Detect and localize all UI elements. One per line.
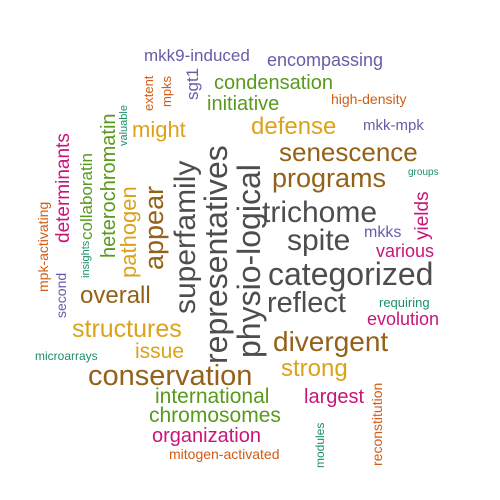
word-high-density: high-density [331,91,407,107]
word-encompassing: encompassing [267,50,384,70]
word-defense: defense [251,113,337,140]
word-largest: largest [304,386,365,408]
word-modules: modules [313,422,327,468]
word-strong: strong [281,355,348,382]
word-valuable: valuable [118,105,130,146]
word-appear: appear [139,185,169,270]
word-evolution: evolution [367,309,440,329]
word-divergent: divergent [273,326,389,357]
word-conservation: conservation [88,360,253,392]
word-spite: spite [287,224,351,257]
word-senescence: senescence [279,137,418,167]
word-yields: yields [412,191,433,240]
word-mkks: mkks [364,224,402,241]
word-second: second [53,272,69,318]
word-programs: programs [272,163,387,193]
word-superfamily: superfamily [169,160,202,314]
word-mkk9-induced: mkk9-induced [144,46,250,65]
word-mpk-activating: mpk-activating [35,201,51,292]
word-mpks: mpks [159,75,174,107]
word-condensation: condensation [214,72,333,94]
word-pathogen: pathogen [116,186,141,278]
word-reconstitution: reconstitution [369,382,385,466]
word-categorized: categorized [268,256,434,292]
word-representatives: representatives [198,145,234,364]
word-determinants: determinants [53,133,74,243]
word-initiative: initiative [207,93,280,115]
word-structures: structures [72,315,182,343]
word-mitogen-activated: mitogen-activated [169,446,280,462]
word-collaboratin: collaboratin [77,153,96,240]
word-trichome: trichome [262,196,378,229]
word-international: international [155,385,270,408]
word-organization: organization [152,425,261,447]
word-extent: extent [141,75,156,111]
word-microarrays: microarrays [35,349,98,363]
word-requiring: requiring [379,295,430,310]
word-issue: issue [135,340,185,363]
word-reflect: reflect [267,287,346,319]
word-groups: groups [408,167,439,178]
word-overall: overall [80,282,151,309]
word-physio-logical: physio-logical [231,164,267,358]
word-chromosomes: chromosomes [149,404,281,427]
word-might: might [132,117,186,142]
word-mkk-mpk: mkk-mpk [363,117,424,134]
word-various: various [376,241,435,261]
word-sgt1: sgt1 [183,67,202,100]
word-insights: insights [80,240,92,278]
